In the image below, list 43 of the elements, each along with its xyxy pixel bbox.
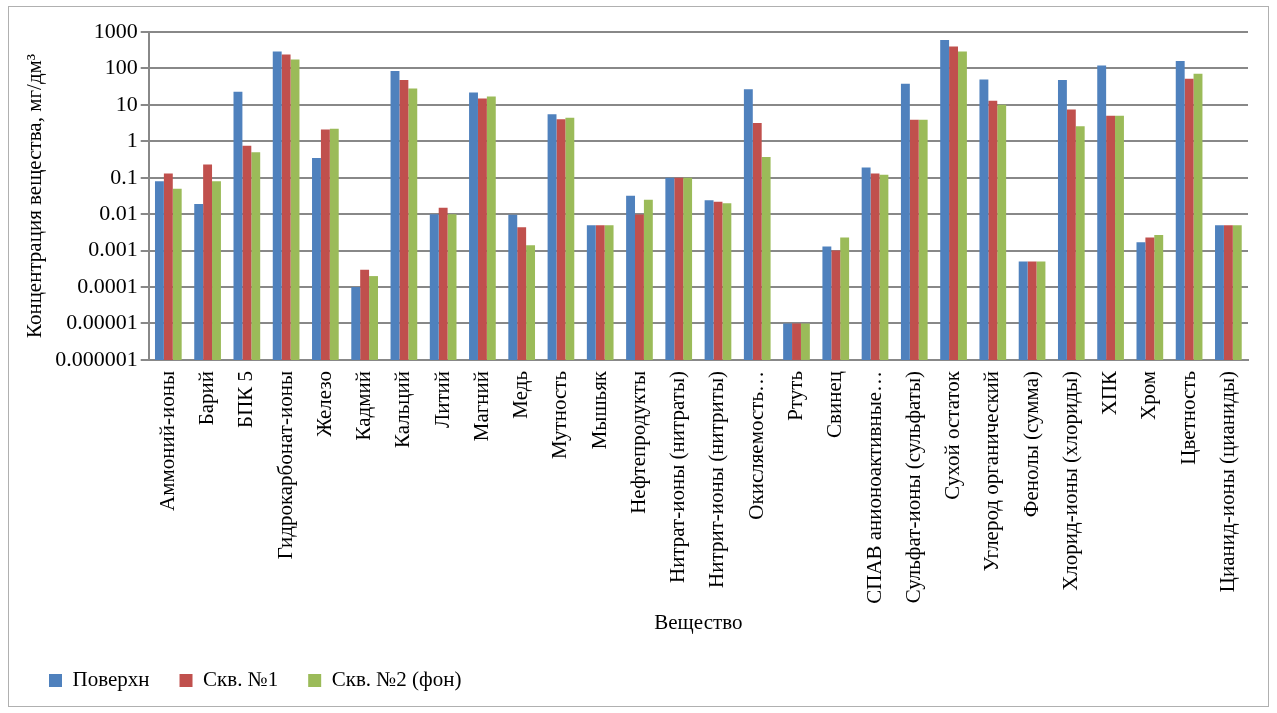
legend-label: Скв. №2 (фон) — [331, 667, 462, 692]
x-tick-label: Литий — [429, 370, 454, 429]
x-axis-title: Вещество — [654, 609, 743, 634]
x-tick-label: Мышьяк — [586, 370, 611, 450]
y-tick-label: 1000 — [93, 17, 138, 43]
y-tick-label: 0.1 — [110, 163, 138, 189]
x-tick-label: Железо — [311, 370, 336, 437]
x-tick-label: Барий — [194, 370, 219, 426]
x-tick-label: Сухой остаток — [940, 370, 965, 500]
x-tick-label: Хром — [1136, 370, 1161, 420]
x-tick-label: Мутность — [547, 370, 572, 460]
y-tick-label: 1 — [126, 127, 138, 153]
x-tick-label: ХПК — [1097, 369, 1122, 416]
x-tick-label: Нитрат-ионы (нитраты) — [665, 370, 690, 584]
x-tick-label: Свинец — [822, 370, 847, 438]
x-tick-label: Хлорид-ионы (хлориды) — [1057, 370, 1082, 591]
y-tick-label: 10 — [115, 90, 138, 116]
x-tick-label: СПАВ анионоактивные… — [861, 370, 886, 604]
x-tick-label: Окисляемость… — [743, 370, 768, 520]
x-tick-label: Кальций — [390, 370, 415, 448]
x-tick-label: Сульфат-ионы (сульфаты) — [900, 370, 925, 604]
y-tick-label: 0.000001 — [55, 345, 138, 371]
y-tick-label: 0.00001 — [66, 309, 138, 335]
x-tick-label: Магний — [468, 370, 493, 442]
x-tick-label: Кадмий — [351, 370, 376, 441]
x-tick-label: Углерод органический — [979, 370, 1004, 572]
x-tick-label: БПК 5 — [233, 370, 258, 428]
y-tick-label: 0.001 — [88, 236, 138, 262]
legend-label: Скв. №1 — [203, 667, 279, 692]
legend-label: Поверхн — [72, 667, 150, 692]
x-tick-label: Медь — [508, 370, 533, 419]
x-tick-label: Гидрокарбонат-ионы — [272, 370, 297, 560]
x-tick-label: Нефтепродукты — [625, 370, 650, 514]
y-axis-title: Концентрация вещества, мг/дм³ — [22, 53, 47, 339]
y-tick-label: 100 — [104, 54, 138, 80]
x-tick-label: Нитрит-ионы (нитриты) — [704, 370, 729, 588]
x-tick-label: Аммоний-ионы — [154, 370, 179, 511]
x-tick-label: Ртуть — [783, 370, 808, 421]
y-tick-label: 0.0001 — [77, 272, 138, 298]
x-tick-label: Фенолы (сумма) — [1018, 370, 1043, 518]
x-tick-label: Цветность — [1175, 370, 1200, 465]
y-tick-label: 0.01 — [99, 199, 138, 225]
x-tick-label: Цианид-ионы (цианиды) — [1214, 370, 1239, 593]
